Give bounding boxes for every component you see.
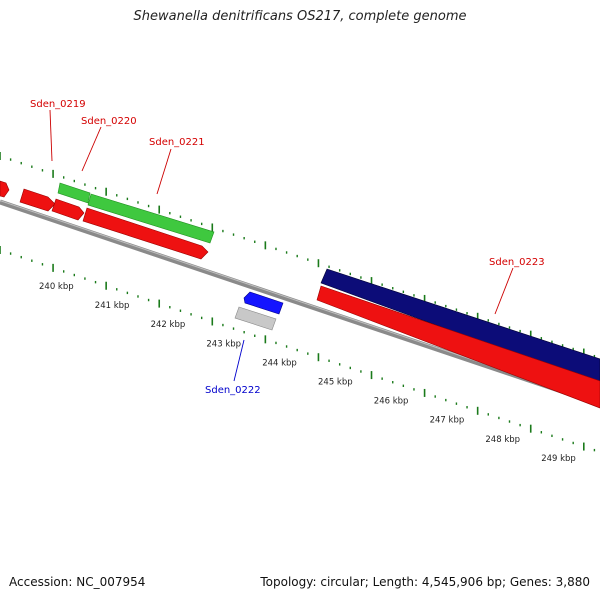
gene-label-sden0223[interactable]: Sden_0223 [489, 257, 545, 268]
gene-arrow-sden0219b[interactable] [51, 198, 85, 221]
gene-box-sden0223-red[interactable] [316, 285, 600, 409]
accession-text: Accession: NC_007954 [9, 575, 146, 589]
ruler-labels: 240 kbp 241 kbp 242 kbp 243 kbp 244 kbp 245 k… [39, 282, 576, 464]
leader-sden0220 [81, 126, 102, 172]
leader-sden0219 [49, 109, 53, 162]
gene-box-sden0223-navy[interactable] [320, 268, 600, 386]
ruler-label: 248 kbp [485, 435, 520, 445]
upper-tick-track [0, 152, 596, 358]
gene-arrow-sden0221-rev[interactable] [82, 207, 209, 260]
gene-arrow-sden0221[interactable] [87, 193, 215, 244]
leader-sden0223 [494, 267, 514, 315]
gene-arrow-sden0220[interactable] [57, 182, 91, 204]
gene-box-sden0222-grey[interactable] [234, 306, 277, 331]
gene-arrow-left-edge[interactable] [0, 180, 10, 198]
ruler-label: 249 kbp [541, 454, 576, 464]
lower-tick-track [0, 246, 596, 452]
leader-sden0221 [156, 148, 172, 195]
ruler-label: 246 kbp [374, 397, 409, 407]
ruler-label: 243 kbp [206, 339, 241, 349]
gene-label-sden0219[interactable]: Sden_0219 [30, 99, 86, 110]
gene-label-sden0221[interactable]: Sden_0221 [149, 137, 205, 148]
gene-arrow-sden0219[interactable] [19, 188, 56, 212]
map-title: Shewanella denitrificans OS217, complete… [133, 9, 467, 24]
ruler-label: 242 kbp [151, 320, 186, 330]
ruler-label: 245 kbp [318, 378, 353, 388]
leader-sden0222 [233, 339, 245, 382]
gene-label-sden0220[interactable]: Sden_0220 [81, 116, 137, 127]
gene-label-sden0222[interactable]: Sden_0222 [205, 385, 261, 396]
gene-arrow-sden0222[interactable] [243, 291, 284, 315]
ruler-label: 247 kbp [430, 416, 465, 426]
ruler-label: 241 kbp [95, 301, 130, 311]
genome-backbone [0, 199, 600, 407]
genome-summary-text: Topology: circular; Length: 4,545,906 bp… [260, 575, 590, 589]
ruler-label: 240 kbp [39, 282, 74, 292]
ruler-label: 244 kbp [262, 358, 297, 368]
